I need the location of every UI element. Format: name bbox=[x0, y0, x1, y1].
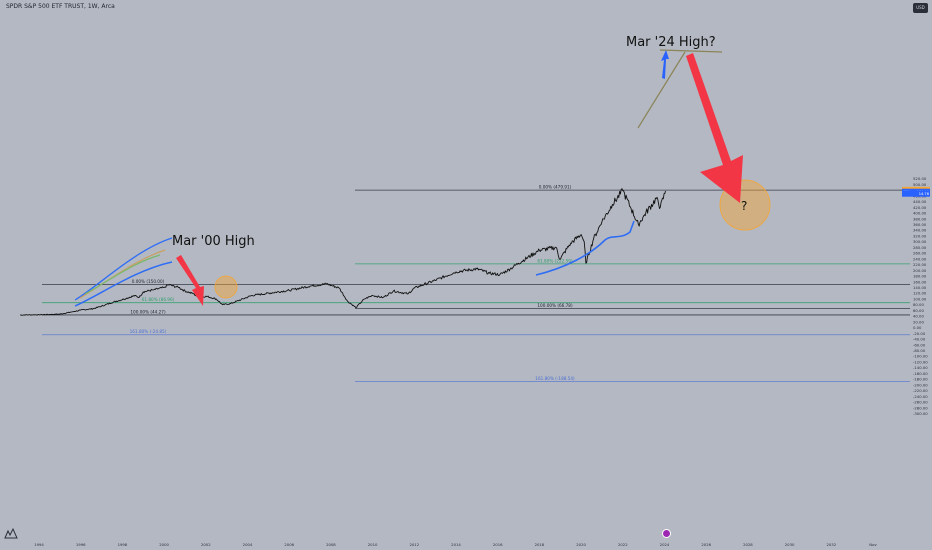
y-axis-tick-label: 440.00 bbox=[913, 199, 927, 204]
y-axis-tick-label: 300.00 bbox=[913, 239, 927, 244]
channel-upper-line[interactable] bbox=[74, 237, 173, 301]
y-axis-tick-label: -220.00 bbox=[913, 388, 928, 393]
x-axis-tick-label: 1998 bbox=[118, 542, 128, 547]
x-axis-tick-label: 2010 bbox=[368, 542, 378, 547]
y-axis-tick-label: 360.00 bbox=[913, 222, 927, 227]
y-axis-tick-label: 20.00 bbox=[913, 319, 924, 324]
y-axis-tick-label: 80.00 bbox=[913, 302, 924, 307]
price-tag[interactable]: 14.76 bbox=[902, 190, 930, 197]
annotation-mar-00-high: Mar '00 High bbox=[172, 234, 255, 249]
y-axis-tick-label: 40.00 bbox=[913, 314, 924, 319]
x-axis-tick-label: 2020 bbox=[576, 542, 586, 547]
fib-level-label: 61.80% (222.59) bbox=[537, 258, 573, 263]
projection-curve[interactable] bbox=[535, 220, 635, 276]
annotation-question-mark: ? bbox=[741, 199, 747, 213]
x-axis-tick-label: 2006 bbox=[284, 542, 294, 547]
x-axis-tick-label: 2024 bbox=[660, 542, 670, 547]
y-axis-tick-label: -300.00 bbox=[913, 411, 928, 416]
x-axis-tick-label: 2016 bbox=[493, 542, 503, 547]
channel-lower-line[interactable] bbox=[74, 261, 173, 307]
x-axis-tick-label: 2026 bbox=[701, 542, 711, 547]
x-axis-tick-label: 2030 bbox=[785, 542, 795, 547]
down-arrow-red-large[interactable] bbox=[686, 53, 743, 203]
x-axis-tick-label: 2028 bbox=[743, 542, 753, 547]
y-axis-tick-label: 380.00 bbox=[913, 216, 927, 221]
y-axis-tick-label: 500.00 bbox=[913, 182, 927, 187]
x-axis-tick-label: 2014 bbox=[451, 542, 461, 547]
fib-level-label: 161.80% (-24.85) bbox=[130, 329, 167, 334]
y-axis-tick-label: 320.00 bbox=[913, 233, 927, 238]
x-axis-tick-label: Nov bbox=[869, 542, 877, 547]
trend-line[interactable] bbox=[637, 51, 686, 129]
channel-mid-line[interactable] bbox=[79, 249, 166, 299]
x-axis-tick-label: 2000 bbox=[159, 542, 169, 547]
y-axis-tick-label: 240.00 bbox=[913, 256, 927, 261]
fib-level-label: 61.80% (86.96) bbox=[142, 297, 175, 302]
y-axis-tick-label: 280.00 bbox=[913, 245, 927, 250]
y-axis-tick-label: -80.00 bbox=[913, 348, 926, 353]
price-series-line[interactable] bbox=[20, 188, 666, 316]
y-axis-tick-label: -240.00 bbox=[913, 394, 928, 399]
fib-level-label: 0.00% (479.91) bbox=[539, 185, 572, 190]
y-axis-tick-label: 180.00 bbox=[913, 274, 927, 279]
fib-level-label: 0.00% (150.00) bbox=[132, 279, 165, 284]
x-axis-tick-label: 1996 bbox=[76, 542, 86, 547]
x-axis-tick-label: 2032 bbox=[826, 542, 836, 547]
y-axis-tick-label: 0.00 bbox=[913, 325, 922, 330]
y-axis-tick-label: 340.00 bbox=[913, 228, 927, 233]
y-axis-tick-label: 220.00 bbox=[913, 262, 927, 267]
price-tag-bg bbox=[902, 190, 930, 197]
x-axis-tick-label: 1994 bbox=[34, 542, 44, 547]
x-axis-tick-label: 2018 bbox=[535, 542, 545, 547]
event-marker-icon[interactable] bbox=[662, 529, 671, 538]
y-axis-tick-label: -120.00 bbox=[913, 359, 928, 364]
y-axis-tick-label: 420.00 bbox=[913, 205, 927, 210]
y-axis-tick-label: -280.00 bbox=[913, 405, 928, 410]
y-axis-tick-label: 120.00 bbox=[913, 291, 927, 296]
x-axis-tick-label: 2022 bbox=[618, 542, 628, 547]
y-axis-tick-label: 60.00 bbox=[913, 308, 924, 313]
tradingview-logo-icon bbox=[4, 527, 18, 539]
y-axis-tick-label: -20.00 bbox=[913, 331, 926, 336]
highlight-circle[interactable] bbox=[214, 275, 238, 299]
y-axis-tick-label: 520.00 bbox=[913, 176, 927, 181]
down-arrow-red[interactable] bbox=[176, 255, 204, 306]
y-axis-tick-label: -160.00 bbox=[913, 371, 928, 376]
y-axis-tick-label: -260.00 bbox=[913, 400, 928, 405]
y-axis-tick-label: -200.00 bbox=[913, 382, 928, 387]
y-axis-tick-label: -40.00 bbox=[913, 337, 926, 342]
y-axis-tick-label: -140.00 bbox=[913, 365, 928, 370]
fib-level-label: 100.00% (66.78) bbox=[537, 303, 573, 308]
x-axis-tick-label: 2002 bbox=[201, 542, 211, 547]
y-axis-tick-label: -60.00 bbox=[913, 342, 926, 347]
channel-green-line[interactable] bbox=[84, 254, 161, 295]
up-arrow-blue[interactable] bbox=[661, 50, 669, 79]
annotation-mar-24-high: Mar '24 High? bbox=[626, 35, 716, 50]
x-axis-tick-label: 2004 bbox=[243, 542, 253, 547]
fib-level-label: 161.80% (-188.54) bbox=[535, 376, 575, 381]
y-axis-tick-label: 400.00 bbox=[913, 211, 927, 216]
y-axis-tick-label: -100.00 bbox=[913, 354, 928, 359]
price-tag-value: 14.76 bbox=[919, 192, 930, 196]
currency-button[interactable]: USD bbox=[913, 3, 928, 13]
symbol-title[interactable]: SPDR S&P 500 ETF TRUST, 1W, Arca bbox=[6, 3, 115, 10]
fib-level-label: 100.00% (44.27) bbox=[130, 309, 166, 314]
x-axis-tick-label: 2012 bbox=[409, 542, 419, 547]
y-axis-tick-label: 260.00 bbox=[913, 251, 927, 256]
y-axis-tick-label: 100.00 bbox=[913, 296, 927, 301]
top-line[interactable] bbox=[659, 49, 723, 53]
y-axis-tick-label: 160.00 bbox=[913, 279, 927, 284]
x-axis-tick-label: 2008 bbox=[326, 542, 336, 547]
y-axis-tick-label: 140.00 bbox=[913, 285, 927, 290]
y-axis-tick-label: 200.00 bbox=[913, 268, 927, 273]
y-axis-tick-label: -180.00 bbox=[913, 377, 928, 382]
